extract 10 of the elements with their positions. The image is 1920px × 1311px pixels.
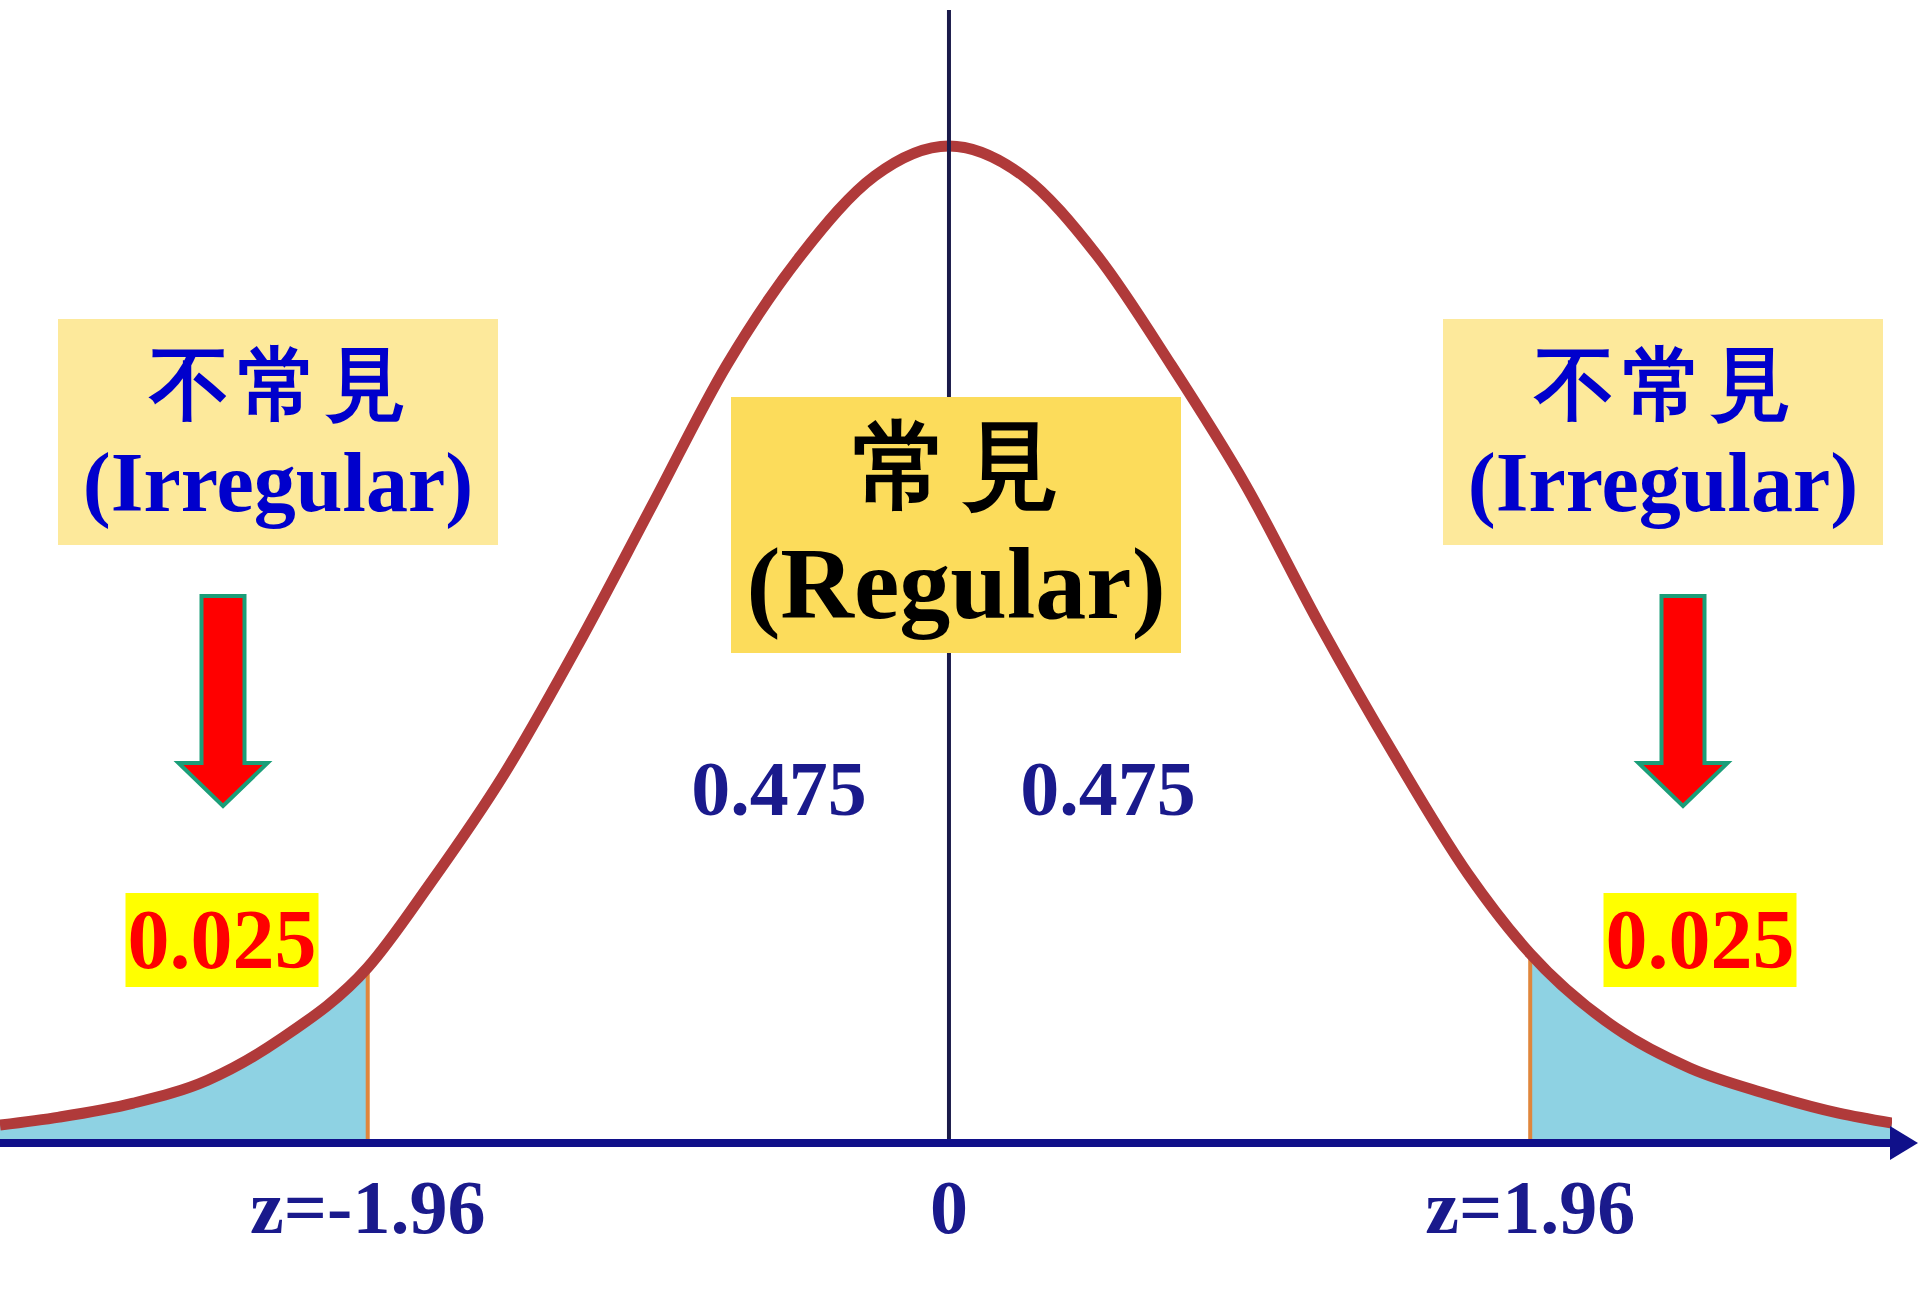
annotation: 0.025 xyxy=(127,893,317,986)
annotation: 0.025 xyxy=(1605,893,1795,986)
x-tick-label: 0 xyxy=(929,1164,968,1249)
annotation: 0.475 xyxy=(1020,745,1196,832)
x-tick-label: z=1.96 xyxy=(1425,1164,1636,1249)
annotation: 不常見 (Irregular) xyxy=(1467,341,1859,530)
x-tick-label: z=-1.96 xyxy=(250,1164,486,1249)
annotation: 0.475 xyxy=(691,745,867,832)
annotation: 常見 (Regular) xyxy=(746,413,1166,640)
annotation: 不常見 (Irregular) xyxy=(82,341,474,530)
